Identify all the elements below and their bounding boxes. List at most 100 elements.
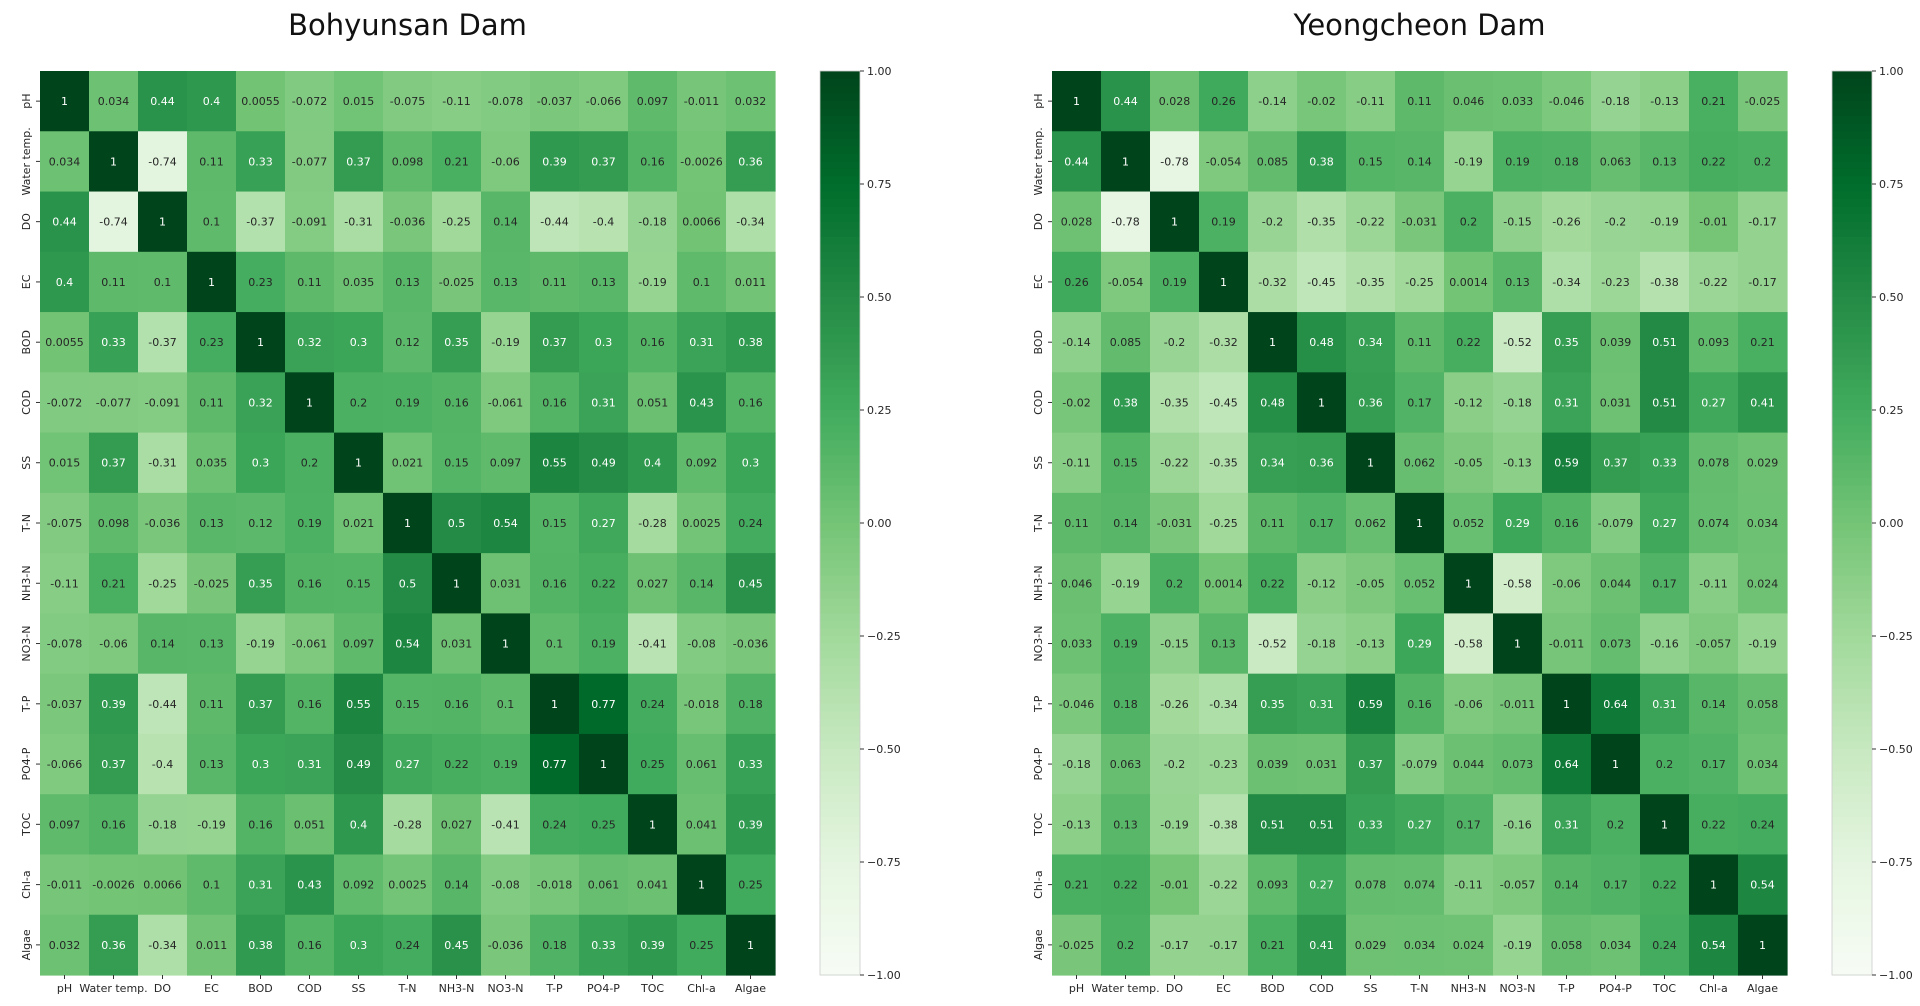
colorbar-segment xyxy=(820,342,860,351)
heatmap-cell xyxy=(1591,733,1641,795)
cell-value-label: 0.13 xyxy=(395,276,420,289)
colorbar-segment xyxy=(1832,801,1872,810)
cell-value-label: 0.092 xyxy=(686,457,718,470)
heatmap-cell xyxy=(187,131,237,193)
colorbar-tick-label: 0.00 xyxy=(867,517,892,530)
heatmap-cell xyxy=(1640,312,1690,373)
heatmap-cell xyxy=(432,673,482,735)
cell-value-label: 1 xyxy=(61,95,68,108)
heatmap-cell xyxy=(481,191,531,253)
heatmap-cell xyxy=(1591,673,1641,735)
cell-value-label: 0.041 xyxy=(686,818,718,831)
cell-value-label: -0.34 xyxy=(1209,698,1237,711)
y-tick-label: NH3-N xyxy=(20,565,33,601)
cell-value-label: 0.14 xyxy=(150,638,175,651)
cell-value-label: 0.54 xyxy=(395,638,420,651)
cell-value-label: 0.27 xyxy=(395,758,420,771)
cell-value-label: -0.054 xyxy=(1206,155,1241,168)
cell-value-label: 1 xyxy=(1710,879,1717,892)
cell-value-label: 0.77 xyxy=(542,758,567,771)
cell-value-label: 0.051 xyxy=(637,396,669,409)
colorbar-segment xyxy=(820,334,860,343)
colorbar-segment xyxy=(1832,394,1872,404)
colorbar-segment xyxy=(820,176,860,185)
cell-value-label: 0.51 xyxy=(1652,336,1677,349)
cell-value-label: 0.15 xyxy=(1358,155,1383,168)
cell-value-label: 0.11 xyxy=(297,276,322,289)
heatmap-cell xyxy=(1444,854,1494,916)
colorbar-segment xyxy=(1832,922,1872,931)
heatmap-cell xyxy=(138,372,188,434)
heatmap-cell xyxy=(1493,71,1543,132)
heatmap-cell xyxy=(530,854,580,916)
cell-value-label: 1 xyxy=(1220,276,1227,289)
x-tick-label: COD xyxy=(1309,982,1334,995)
cell-value-label: 1 xyxy=(257,336,264,349)
colorbar-segment xyxy=(820,673,860,682)
cell-value-label: 0.085 xyxy=(1110,336,1142,349)
heatmap-cell xyxy=(628,553,678,614)
cell-value-label: 1 xyxy=(453,577,460,590)
cell-value-label: -0.075 xyxy=(390,95,425,108)
colorbar-segment xyxy=(820,884,860,893)
y-tick-label: Water temp. xyxy=(1032,127,1045,195)
colorbar-segment xyxy=(820,281,860,291)
cell-value-label: -0.25 xyxy=(1405,276,1433,289)
cell-value-label: 0.17 xyxy=(1309,517,1334,530)
heatmap-cell xyxy=(579,432,629,494)
colorbar-segment xyxy=(1832,485,1872,494)
cell-value-label: 0.24 xyxy=(395,939,420,952)
cell-value-label: 0.19 xyxy=(395,396,420,409)
cell-value-label: 0.64 xyxy=(1603,698,1628,711)
colorbar-tick-label: 0.25 xyxy=(867,404,892,417)
colorbar-segment xyxy=(1832,779,1872,788)
cell-value-label: -0.19 xyxy=(491,336,519,349)
heatmap-cell xyxy=(1395,673,1445,735)
cell-value-label: 0.14 xyxy=(1554,879,1579,892)
colorbar-segment xyxy=(820,575,860,584)
cell-value-label: -0.08 xyxy=(491,879,519,892)
cell-value-label: 0.27 xyxy=(1407,818,1432,831)
cell-value-label: 0.38 xyxy=(738,336,763,349)
cell-value-label: -0.036 xyxy=(390,216,425,229)
colorbar-segment xyxy=(820,507,860,517)
cell-value-label: 0.093 xyxy=(1257,879,1289,892)
heatmap-cell xyxy=(40,914,90,976)
colorbar-segment xyxy=(1832,93,1872,102)
heatmap-cell xyxy=(628,372,678,434)
heatmap-cell xyxy=(530,794,580,856)
cell-value-label: 0.25 xyxy=(591,818,616,831)
cell-value-label: 0.1 xyxy=(546,638,564,651)
cell-value-label: -0.057 xyxy=(1696,638,1731,651)
heatmap-cell xyxy=(579,553,629,614)
cell-value-label: -0.22 xyxy=(1699,276,1727,289)
colorbar-segment xyxy=(820,733,860,743)
heatmap-cell xyxy=(726,673,776,735)
heatmap-cell xyxy=(334,854,384,916)
heatmap-cell xyxy=(677,312,727,373)
y-tick-label: SS xyxy=(1032,456,1045,470)
cell-value-label: 0.062 xyxy=(1355,517,1387,530)
colorbar-segment xyxy=(1832,952,1872,961)
cell-value-label: 0.051 xyxy=(294,818,326,831)
cell-value-label: 0.2 xyxy=(350,396,368,409)
heatmap-cell xyxy=(89,432,139,494)
cell-value-label: 0.027 xyxy=(441,818,473,831)
cell-value-label: 0.044 xyxy=(1600,577,1632,590)
cell-value-label: -0.13 xyxy=(1062,818,1090,831)
cell-value-label: 0.31 xyxy=(297,758,322,771)
x-tick-label: T-P xyxy=(545,982,563,995)
heatmap-cell xyxy=(1689,553,1739,614)
cell-value-label: -0.34 xyxy=(736,216,764,229)
colorbar-segment xyxy=(1832,673,1872,682)
heatmap-cell xyxy=(1346,432,1396,494)
heatmap-cell xyxy=(1199,553,1249,614)
heatmap-cell xyxy=(726,553,776,614)
cell-value-label: 0.22 xyxy=(1701,155,1726,168)
cell-value-label: 0.4 xyxy=(644,457,662,470)
heatmap-cell xyxy=(1493,432,1543,494)
heatmap-cell xyxy=(1101,312,1151,373)
cell-value-label: -0.066 xyxy=(586,95,621,108)
heatmap-cell xyxy=(1248,613,1298,675)
heatmap-cell xyxy=(1248,854,1298,916)
